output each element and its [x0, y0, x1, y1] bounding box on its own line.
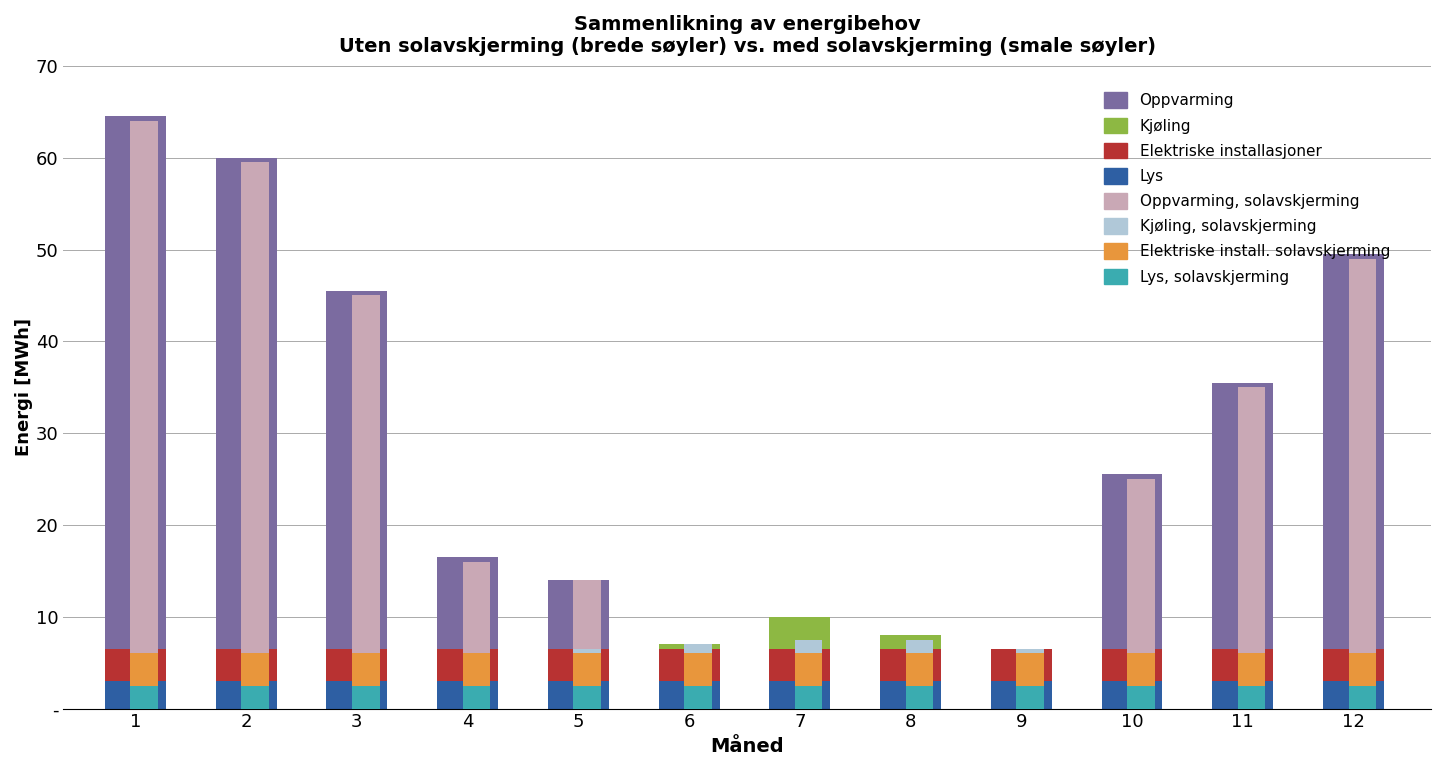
- Bar: [106, 649, 166, 681]
- Bar: [1212, 681, 1272, 709]
- Bar: [463, 654, 490, 685]
- Bar: [130, 685, 158, 709]
- Title: Sammenlikning av energibehov
Uten solavskjerming (brede søyler) vs. med solavskj: Sammenlikning av energibehov Uten solavs…: [338, 15, 1155, 56]
- Bar: [1126, 685, 1155, 709]
- Bar: [1017, 685, 1044, 709]
- Bar: [573, 580, 602, 649]
- Bar: [573, 685, 602, 709]
- Bar: [684, 654, 711, 685]
- Bar: [1212, 382, 1272, 649]
- Bar: [1126, 654, 1155, 685]
- Bar: [130, 121, 158, 654]
- Bar: [351, 685, 379, 709]
- Bar: [684, 685, 711, 709]
- Bar: [1323, 254, 1384, 649]
- Bar: [215, 649, 276, 681]
- Bar: [1323, 681, 1384, 709]
- Bar: [241, 685, 269, 709]
- Bar: [437, 649, 497, 681]
- Bar: [1238, 654, 1265, 685]
- Bar: [684, 645, 711, 654]
- Bar: [769, 681, 830, 709]
- Bar: [905, 685, 933, 709]
- Bar: [1102, 649, 1163, 681]
- Bar: [241, 162, 269, 654]
- Bar: [991, 649, 1051, 681]
- Bar: [905, 640, 933, 654]
- Bar: [437, 681, 497, 709]
- Bar: [573, 654, 602, 685]
- Bar: [548, 649, 609, 681]
- Bar: [215, 158, 276, 649]
- Bar: [1017, 654, 1044, 685]
- Y-axis label: Energi [MWh]: Energi [MWh]: [14, 318, 33, 456]
- Bar: [658, 645, 720, 649]
- Bar: [548, 681, 609, 709]
- Bar: [130, 654, 158, 685]
- Bar: [881, 635, 941, 649]
- Bar: [351, 295, 379, 654]
- Bar: [548, 580, 609, 649]
- Bar: [1349, 259, 1377, 654]
- Bar: [881, 681, 941, 709]
- Bar: [1017, 649, 1044, 654]
- Bar: [1212, 649, 1272, 681]
- Bar: [1238, 387, 1265, 654]
- Bar: [106, 681, 166, 709]
- Bar: [327, 649, 388, 681]
- Bar: [241, 654, 269, 685]
- Bar: [795, 640, 823, 654]
- Bar: [106, 116, 166, 649]
- Bar: [1102, 681, 1163, 709]
- Bar: [1349, 654, 1377, 685]
- Bar: [769, 617, 830, 649]
- Bar: [463, 562, 490, 654]
- Bar: [1126, 479, 1155, 654]
- Bar: [437, 557, 497, 649]
- Bar: [658, 649, 720, 681]
- Bar: [327, 291, 388, 649]
- Bar: [351, 654, 379, 685]
- Bar: [1102, 474, 1163, 649]
- Bar: [573, 649, 602, 654]
- Bar: [215, 681, 276, 709]
- Bar: [1238, 685, 1265, 709]
- Bar: [881, 649, 941, 681]
- Legend: Oppvarming, Kjøling, Elektriske installasjoner, Lys, Oppvarming, solavskjerming,: Oppvarming, Kjøling, Elektriske installa…: [1099, 86, 1395, 291]
- Bar: [463, 685, 490, 709]
- Bar: [1323, 649, 1384, 681]
- Bar: [769, 649, 830, 681]
- Bar: [795, 685, 823, 709]
- Bar: [327, 681, 388, 709]
- Bar: [905, 654, 933, 685]
- X-axis label: Måned: Måned: [710, 737, 784, 756]
- Bar: [795, 654, 823, 685]
- Bar: [991, 681, 1051, 709]
- Bar: [658, 681, 720, 709]
- Bar: [1349, 685, 1377, 709]
